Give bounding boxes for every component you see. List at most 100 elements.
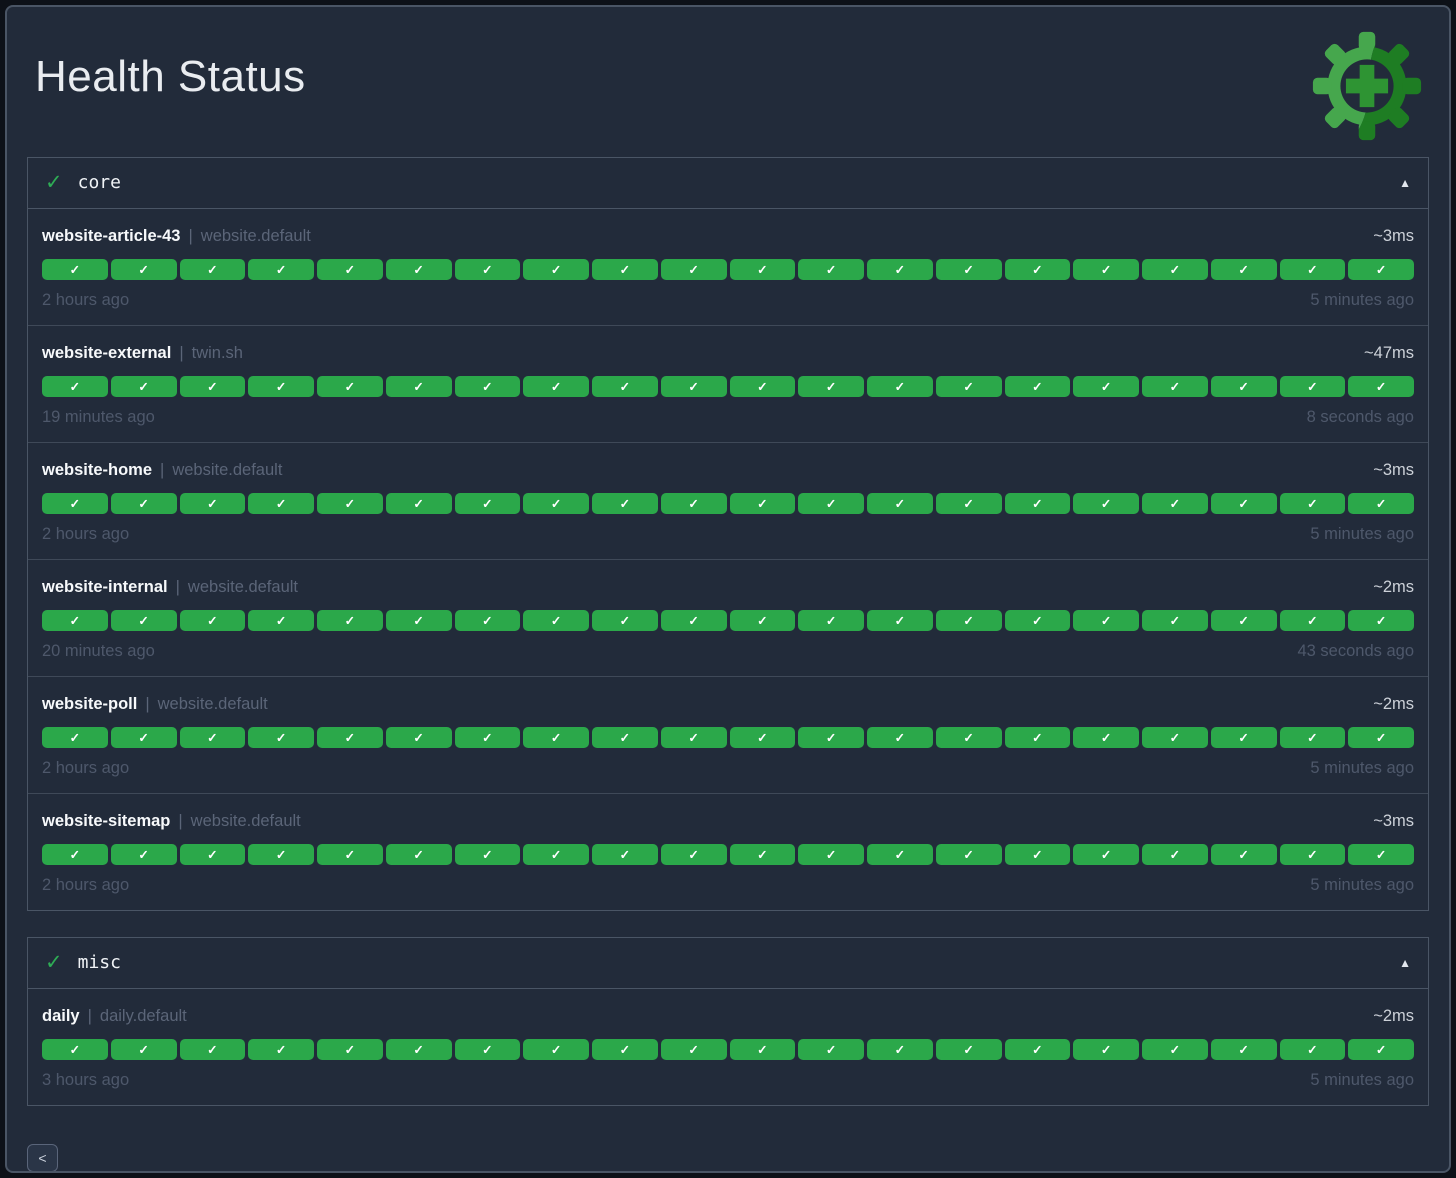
health-check-pill[interactable]: ✓ xyxy=(660,844,727,865)
health-check-pill[interactable]: ✓ xyxy=(1210,493,1277,514)
health-check-pill[interactable]: ✓ xyxy=(729,844,796,865)
health-check-pill[interactable]: ✓ xyxy=(592,259,658,280)
health-check-pill[interactable]: ✓ xyxy=(385,376,452,397)
health-check-pill[interactable]: ✓ xyxy=(523,844,589,865)
health-check-pill[interactable]: ✓ xyxy=(660,727,727,748)
health-check-pill[interactable]: ✓ xyxy=(798,376,864,397)
health-check-pill[interactable]: ✓ xyxy=(454,1039,521,1060)
health-check-pill[interactable]: ✓ xyxy=(1004,493,1071,514)
health-check-pill[interactable]: ✓ xyxy=(248,376,314,397)
health-check-pill[interactable]: ✓ xyxy=(935,493,1002,514)
health-check-pill[interactable]: ✓ xyxy=(1348,610,1414,631)
health-check-pill[interactable]: ✓ xyxy=(1004,1039,1071,1060)
health-check-pill[interactable]: ✓ xyxy=(867,493,933,514)
health-check-pill[interactable]: ✓ xyxy=(110,493,177,514)
health-check-pill[interactable]: ✓ xyxy=(523,493,589,514)
health-check-pill[interactable]: ✓ xyxy=(798,493,864,514)
health-check-pill[interactable]: ✓ xyxy=(798,727,864,748)
health-check-pill[interactable]: ✓ xyxy=(935,610,1002,631)
health-check-pill[interactable]: ✓ xyxy=(592,493,658,514)
health-check-pill[interactable]: ✓ xyxy=(867,610,933,631)
health-check-pill[interactable]: ✓ xyxy=(1279,376,1346,397)
health-check-pill[interactable]: ✓ xyxy=(729,610,796,631)
health-check-pill[interactable]: ✓ xyxy=(592,376,658,397)
health-check-pill[interactable]: ✓ xyxy=(1210,1039,1277,1060)
health-check-pill[interactable]: ✓ xyxy=(42,1039,108,1060)
health-check-pill[interactable]: ✓ xyxy=(1073,493,1139,514)
health-check-pill[interactable]: ✓ xyxy=(385,610,452,631)
health-check-pill[interactable]: ✓ xyxy=(523,1039,589,1060)
health-check-pill[interactable]: ✓ xyxy=(523,727,589,748)
health-check-pill[interactable]: ✓ xyxy=(454,727,521,748)
health-check-pill[interactable]: ✓ xyxy=(1142,610,1208,631)
group-header[interactable]: ✓ core ▲ xyxy=(28,158,1428,209)
health-check-pill[interactable]: ✓ xyxy=(729,1039,796,1060)
health-check-pill[interactable]: ✓ xyxy=(729,493,796,514)
health-check-pill[interactable]: ✓ xyxy=(179,844,246,865)
health-check-pill[interactable]: ✓ xyxy=(248,1039,314,1060)
health-check-pill[interactable]: ✓ xyxy=(42,844,108,865)
health-check-pill[interactable]: ✓ xyxy=(317,844,383,865)
health-check-pill[interactable]: ✓ xyxy=(1004,610,1071,631)
health-check-pill[interactable]: ✓ xyxy=(1210,610,1277,631)
health-check-pill[interactable]: ✓ xyxy=(867,376,933,397)
health-check-pill[interactable]: ✓ xyxy=(1348,1039,1414,1060)
health-check-pill[interactable]: ✓ xyxy=(385,727,452,748)
health-check-pill[interactable]: ✓ xyxy=(454,493,521,514)
health-check-pill[interactable]: ✓ xyxy=(1210,259,1277,280)
endpoint-name-link[interactable]: daily xyxy=(42,1007,80,1025)
health-check-pill[interactable]: ✓ xyxy=(1004,376,1071,397)
health-check-pill[interactable]: ✓ xyxy=(42,493,108,514)
health-check-pill[interactable]: ✓ xyxy=(179,493,246,514)
health-check-pill[interactable]: ✓ xyxy=(935,1039,1002,1060)
health-check-pill[interactable]: ✓ xyxy=(454,259,521,280)
health-check-pill[interactable]: ✓ xyxy=(1073,727,1139,748)
health-check-pill[interactable]: ✓ xyxy=(110,1039,177,1060)
health-check-pill[interactable]: ✓ xyxy=(248,727,314,748)
health-check-pill[interactable]: ✓ xyxy=(248,844,314,865)
health-check-pill[interactable]: ✓ xyxy=(1142,493,1208,514)
health-check-pill[interactable]: ✓ xyxy=(798,844,864,865)
health-check-pill[interactable]: ✓ xyxy=(523,610,589,631)
health-check-pill[interactable]: ✓ xyxy=(1348,493,1414,514)
health-check-pill[interactable]: ✓ xyxy=(660,493,727,514)
health-check-pill[interactable]: ✓ xyxy=(592,1039,658,1060)
endpoint-name-link[interactable]: website-poll xyxy=(42,695,138,713)
health-check-pill[interactable]: ✓ xyxy=(867,844,933,865)
health-check-pill[interactable]: ✓ xyxy=(592,844,658,865)
health-check-pill[interactable]: ✓ xyxy=(660,376,727,397)
health-check-pill[interactable]: ✓ xyxy=(1279,610,1346,631)
health-check-pill[interactable]: ✓ xyxy=(317,1039,383,1060)
health-check-pill[interactable]: ✓ xyxy=(935,259,1002,280)
health-check-pill[interactable]: ✓ xyxy=(179,610,246,631)
health-check-pill[interactable]: ✓ xyxy=(1279,727,1346,748)
collapse-triangle-icon[interactable]: ▲ xyxy=(1399,956,1411,970)
group-header[interactable]: ✓ misc ▲ xyxy=(28,938,1428,989)
health-check-pill[interactable]: ✓ xyxy=(248,259,314,280)
health-check-pill[interactable]: ✓ xyxy=(317,727,383,748)
health-check-pill[interactable]: ✓ xyxy=(867,727,933,748)
health-check-pill[interactable]: ✓ xyxy=(798,610,864,631)
endpoint-name-link[interactable]: website-sitemap xyxy=(42,812,171,830)
health-check-pill[interactable]: ✓ xyxy=(110,610,177,631)
health-check-pill[interactable]: ✓ xyxy=(1348,727,1414,748)
health-check-pill[interactable]: ✓ xyxy=(1279,493,1346,514)
health-check-pill[interactable]: ✓ xyxy=(867,1039,933,1060)
health-check-pill[interactable]: ✓ xyxy=(248,493,314,514)
health-check-pill[interactable]: ✓ xyxy=(1004,259,1071,280)
health-check-pill[interactable]: ✓ xyxy=(1279,844,1346,865)
health-check-pill[interactable]: ✓ xyxy=(1142,1039,1208,1060)
health-check-pill[interactable]: ✓ xyxy=(660,610,727,631)
endpoint-name-link[interactable]: website-article-43 xyxy=(42,227,181,245)
health-check-pill[interactable]: ✓ xyxy=(660,1039,727,1060)
health-check-pill[interactable]: ✓ xyxy=(523,376,589,397)
health-check-pill[interactable]: ✓ xyxy=(935,376,1002,397)
collapse-triangle-icon[interactable]: ▲ xyxy=(1399,176,1411,190)
health-check-pill[interactable]: ✓ xyxy=(454,376,521,397)
health-check-pill[interactable]: ✓ xyxy=(110,259,177,280)
health-check-pill[interactable]: ✓ xyxy=(1004,727,1071,748)
health-check-pill[interactable]: ✓ xyxy=(867,259,933,280)
health-check-pill[interactable]: ✓ xyxy=(1142,259,1208,280)
health-check-pill[interactable]: ✓ xyxy=(317,493,383,514)
endpoint-name-link[interactable]: website-external xyxy=(42,344,172,362)
